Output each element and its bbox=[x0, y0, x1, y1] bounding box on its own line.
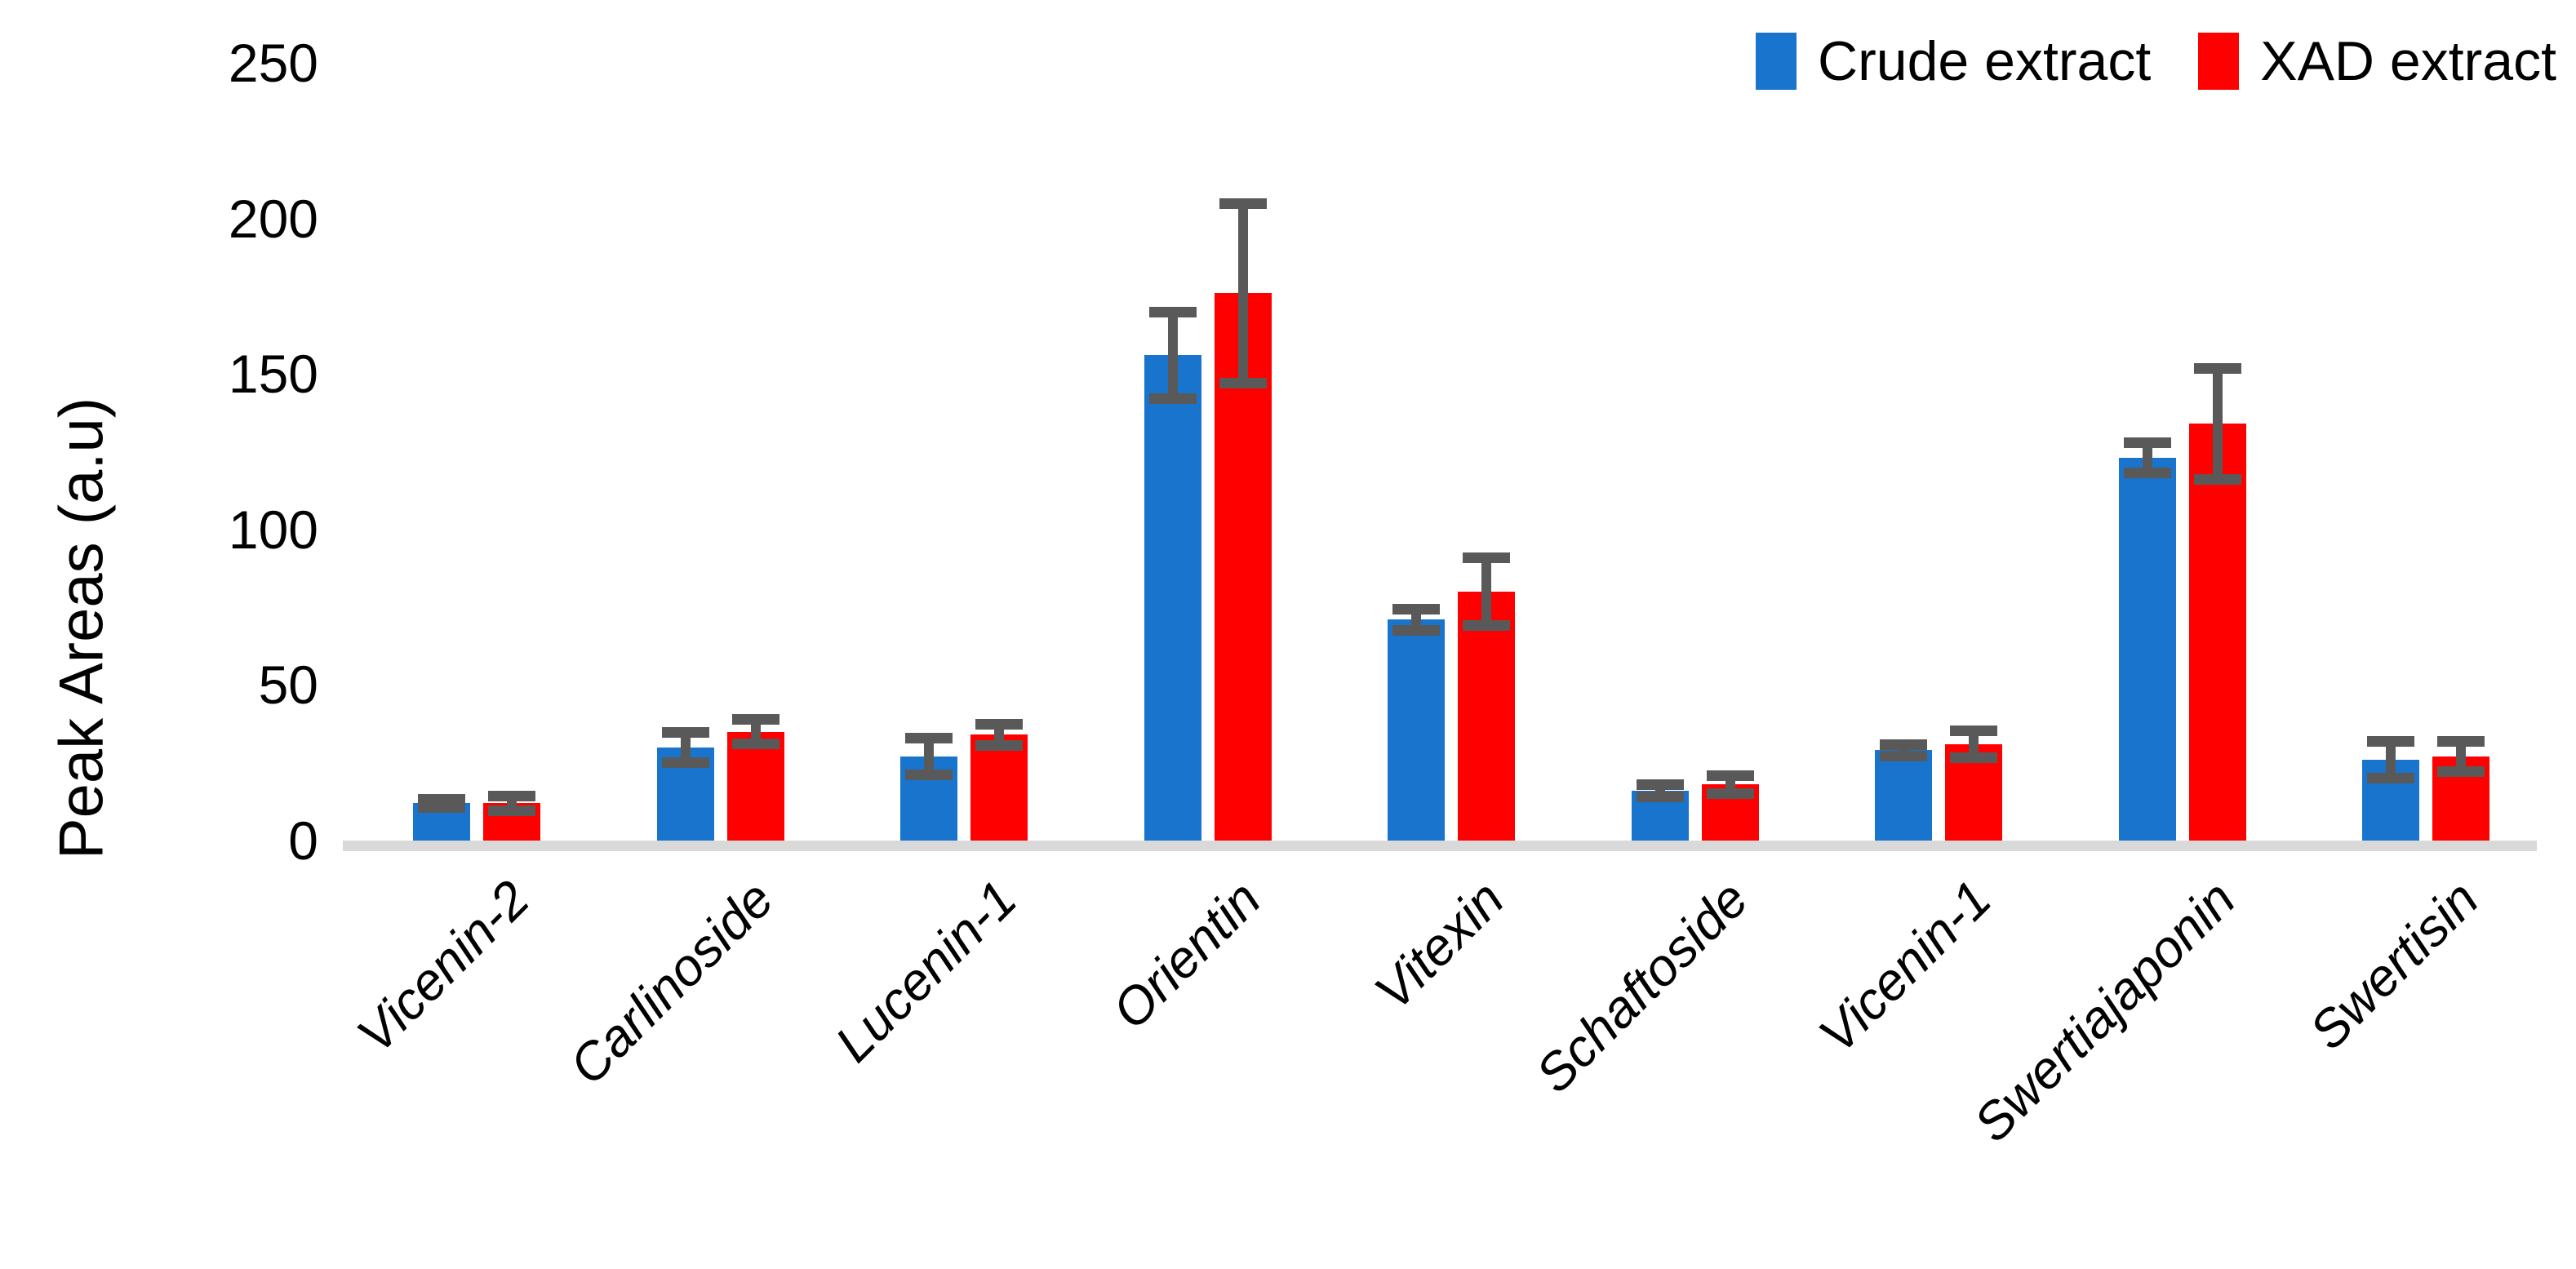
error-bar-line-xad-swertiajaponin bbox=[2212, 367, 2223, 480]
error-bar-cap-bottom-xad-carlinoside bbox=[731, 738, 779, 749]
x-axis-line bbox=[343, 841, 2537, 851]
error-bar-cap-bottom-crude-swertisin bbox=[2367, 772, 2414, 783]
error-bar-cap-top-xad-vicenin-1 bbox=[1950, 725, 1997, 736]
bar-crude-vitexin bbox=[1388, 619, 1445, 841]
error-bar-cap-bottom-xad-lucenin-1 bbox=[975, 739, 1023, 751]
error-bar-cap-top-crude-vicenin-2 bbox=[418, 793, 465, 805]
error-bar-line-xad-carlinoside bbox=[750, 719, 761, 744]
bar-crude-swertiajaponin bbox=[2118, 458, 2176, 841]
bar-crude-vicenin-1 bbox=[1875, 750, 1932, 841]
legend-swatch-crude-extract bbox=[1756, 33, 1797, 90]
legend: Crude extract XAD extract bbox=[1756, 33, 2556, 90]
legend-label-xad-extract: XAD extract bbox=[2260, 30, 2556, 92]
error-bar-cap-top-crude-swertiajaponin bbox=[2123, 437, 2171, 449]
error-bar-line-xad-vitexin bbox=[1481, 557, 1491, 626]
error-bar-cap-bottom-xad-orientin bbox=[1219, 377, 1267, 388]
y-tick-label-150: 150 bbox=[228, 344, 318, 405]
y-tick-label-100: 100 bbox=[228, 499, 318, 560]
error-bar-cap-top-xad-swertiajaponin bbox=[2193, 362, 2241, 374]
plot-area: 0 50 100 150 200 250 Vicenin-2 Carlinoside Lucen… bbox=[228, 33, 2537, 1153]
error-bar-cap-top-xad-vitexin bbox=[1463, 552, 1510, 564]
error-bar-cap-top-xad-lucenin-1 bbox=[975, 719, 1023, 730]
error-bar-line-crude-lucenin-1 bbox=[924, 738, 934, 775]
legend-swatch-xad-extract bbox=[2198, 33, 2240, 90]
error-bar-cap-bottom-crude-carlinoside bbox=[661, 757, 709, 768]
error-bar-line-xad-orientin bbox=[1237, 202, 1248, 384]
error-bar-cap-top-crude-vicenin-1 bbox=[1880, 739, 1927, 750]
error-bar-cap-bottom-crude-schaftoside bbox=[1636, 791, 1684, 802]
error-bar-cap-top-crude-swertisin bbox=[2367, 736, 2414, 748]
legend-label-crude-extract: Crude extract bbox=[1818, 30, 2152, 92]
error-bar-cap-top-xad-schaftoside bbox=[1706, 770, 1754, 781]
bar-xad-lucenin-1 bbox=[970, 734, 1028, 841]
bar-xad-carlinoside bbox=[726, 731, 784, 841]
error-bar-cap-bottom-xad-swertiajaponin bbox=[2193, 473, 2241, 485]
error-bar-line-crude-orientin bbox=[1167, 311, 1178, 399]
error-bar-cap-bottom-xad-vitexin bbox=[1463, 619, 1510, 631]
error-bar-cap-bottom-crude-vicenin-1 bbox=[1880, 751, 1927, 762]
error-bar-cap-bottom-xad-swertisin bbox=[2437, 766, 2485, 778]
error-bar-line-xad-swertisin bbox=[2456, 741, 2466, 773]
error-bar-line-crude-swertisin bbox=[2386, 741, 2396, 779]
bar-xad-swertiajaponin bbox=[2188, 424, 2246, 841]
error-bar-cap-bottom-crude-vitexin bbox=[1392, 624, 1440, 636]
error-bar-cap-bottom-xad-schaftoside bbox=[1706, 788, 1754, 799]
error-bar-cap-bottom-xad-vicenin-1 bbox=[1950, 752, 1997, 763]
bar-xad-vitexin bbox=[1458, 592, 1515, 841]
error-bar-cap-bottom-xad-vicenin-2 bbox=[488, 805, 535, 816]
y-tick-label-0: 0 bbox=[288, 810, 318, 871]
legend-item-xad-extract: XAD extract bbox=[2198, 33, 2556, 90]
error-bar-line-crude-carlinoside bbox=[680, 731, 691, 763]
error-bar-cap-top-crude-carlinoside bbox=[661, 726, 709, 738]
y-tick-label-50: 50 bbox=[258, 654, 318, 716]
error-bar-cap-top-crude-vitexin bbox=[1392, 604, 1440, 615]
error-bar-cap-top-crude-schaftoside bbox=[1636, 779, 1684, 791]
legend-item-crude-extract: Crude extract bbox=[1756, 33, 2151, 90]
error-bar-cap-bottom-crude-vicenin-2 bbox=[418, 801, 465, 813]
error-bar-cap-bottom-crude-lucenin-1 bbox=[905, 769, 953, 780]
error-bar-cap-top-xad-swertisin bbox=[2437, 736, 2485, 748]
error-bar-cap-top-crude-orientin bbox=[1148, 306, 1197, 317]
error-bar-cap-bottom-crude-orientin bbox=[1148, 393, 1197, 404]
y-tick-label-250: 250 bbox=[228, 33, 318, 93]
error-bar-line-xad-vicenin-1 bbox=[1969, 730, 1979, 758]
error-bar-cap-top-xad-orientin bbox=[1219, 197, 1267, 209]
y-tick-label-200: 200 bbox=[228, 188, 318, 249]
error-bar-line-crude-swertiajaponin bbox=[2142, 442, 2152, 474]
error-bar-cap-bottom-crude-swertiajaponin bbox=[2123, 468, 2171, 479]
error-bar-cap-top-xad-vicenin-2 bbox=[488, 790, 535, 801]
error-bar-cap-top-xad-carlinoside bbox=[731, 714, 779, 725]
error-bar-cap-top-crude-lucenin-1 bbox=[905, 733, 953, 744]
bar-crude-orientin bbox=[1144, 355, 1201, 841]
